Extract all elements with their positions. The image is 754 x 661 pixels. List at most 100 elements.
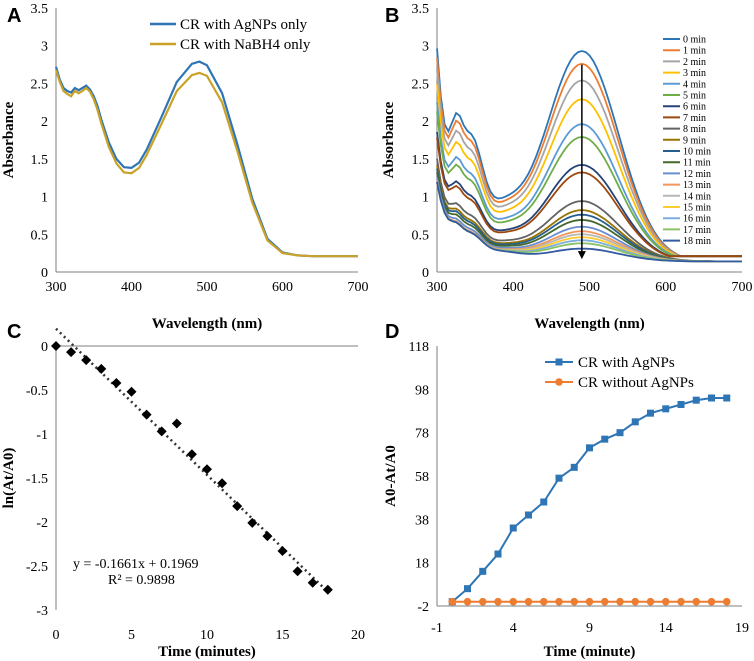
y-tick-label: 38 — [415, 513, 429, 528]
legend-label: 18 min — [683, 236, 711, 247]
y-tick-label: 2.5 — [412, 77, 430, 92]
data-point — [81, 355, 92, 366]
data-point — [186, 449, 197, 460]
data-point — [722, 597, 731, 606]
data-point — [662, 405, 670, 413]
data-point — [647, 409, 654, 417]
x-tick-label: 10 — [200, 628, 214, 643]
trendline-equation: y = -0.1661x + 0.1969 — [73, 557, 198, 572]
data-point — [478, 597, 487, 606]
data-point — [723, 394, 731, 402]
panel-letter: A — [7, 5, 21, 27]
panel-a-absorbance-chart: A 300 400 500 600 700 0 0.5 1 1.5 2 2.5 3 3.5 Waveleng… — [1, 2, 369, 332]
y-tick-label: 3 — [41, 40, 48, 55]
y-tick-label: -0.5 — [26, 384, 48, 399]
y-tick-label: 0 — [41, 266, 48, 281]
data-point — [51, 341, 61, 351]
x-tick-label: 700 — [348, 280, 369, 295]
data-point — [156, 426, 167, 437]
y-tick-label: 2.5 — [31, 77, 49, 92]
legend-label: 3 min — [683, 68, 706, 79]
x-axis-title: Wavelength (nm) — [534, 316, 644, 332]
series-line-nabh4 — [54, 69, 358, 258]
data-point — [601, 435, 609, 443]
y-tick-label: 18 — [415, 557, 429, 572]
data-point — [262, 531, 273, 542]
y-tick-label: -2 — [417, 600, 429, 615]
data-point — [247, 517, 258, 528]
x-tick-label: 700 — [732, 280, 753, 295]
data-point — [555, 597, 563, 606]
data-point — [126, 386, 137, 397]
y-tick-label: -2 — [36, 516, 48, 531]
panel-letter: C — [7, 321, 21, 343]
data-point — [509, 597, 518, 606]
r-squared-label: R² = 0.9898 — [108, 573, 175, 588]
legend-label: 13 min — [683, 180, 711, 191]
y-tick-label: 0 — [41, 340, 48, 355]
data-point — [555, 474, 563, 482]
x-tick-label: 4 — [510, 621, 517, 636]
y-tick-label: 1 — [41, 191, 48, 206]
legend-label: 5 min — [683, 91, 706, 102]
y-tick-label: 118 — [409, 340, 429, 355]
legend-label: 10 min — [683, 147, 711, 158]
legend-label: 9 min — [683, 135, 706, 146]
x-tick-label: 300 — [46, 280, 67, 295]
y-tick-label: -3 — [36, 604, 48, 619]
series-line-agnps — [54, 60, 358, 258]
data-point — [586, 444, 593, 452]
y-tick-label: 58 — [415, 470, 429, 485]
x-tick-label: 0 — [53, 628, 60, 643]
legend-label: 14 min — [683, 191, 711, 202]
data-point — [570, 597, 579, 606]
y-tick-label: 0.5 — [412, 228, 430, 243]
data-point — [66, 347, 77, 358]
legend-label: 11 min — [683, 158, 711, 169]
legend-label: CR with NaBH4 only — [180, 37, 311, 53]
legend-label: 6 min — [683, 102, 706, 113]
x-axis-title: Wavelength (nm) — [152, 316, 262, 332]
decrease-arrow-head — [577, 251, 586, 260]
legend-label: 15 min — [683, 203, 711, 214]
x-tick-label: 15 — [276, 628, 290, 643]
trendline — [55, 327, 329, 593]
series-line-0 — [451, 397, 727, 603]
y-tick-label: 3.5 — [412, 2, 430, 17]
legend-label: 2 min — [683, 57, 706, 68]
data-point — [525, 511, 532, 519]
x-tick-label: 600 — [272, 280, 293, 295]
x-tick-label: 600 — [655, 280, 676, 295]
data-point — [631, 418, 639, 426]
legend-label: 12 min — [683, 169, 711, 180]
data-point — [171, 418, 182, 429]
data-point — [646, 597, 655, 606]
data-point — [540, 498, 548, 506]
panel-letter: D — [385, 321, 399, 343]
y-tick-label: -1 — [36, 428, 48, 443]
panel-c-kinetics-chart: C 0 5 10 15 20 0 -0.5 -1 -1.5 -2 -2.5 -3 Time (minute… — [1, 321, 365, 660]
y-axis-title: ln(At/A0) — [1, 448, 17, 509]
data-point — [448, 597, 457, 606]
x-axis-title: Time (minute) — [544, 644, 636, 660]
data-point — [692, 396, 700, 404]
legend-label: 8 min — [683, 124, 706, 135]
data-point — [707, 597, 716, 606]
data-point — [322, 584, 333, 595]
legend-label: 0 min — [683, 35, 706, 46]
data-point — [539, 597, 548, 606]
panel-letter: B — [385, 5, 399, 27]
legend-label: CR without AgNPs — [578, 375, 694, 391]
legend-label: 17 min — [683, 225, 711, 236]
x-tick-label: -1 — [431, 621, 443, 636]
legend-label: 7 min — [683, 113, 706, 124]
x-tick-label: 400 — [503, 280, 524, 295]
x-tick-label: 400 — [121, 280, 142, 295]
data-point — [631, 597, 640, 606]
y-tick-label: 0 — [422, 266, 429, 281]
x-tick-label: 14 — [659, 621, 673, 636]
legend-label: CR with AgNPs — [578, 355, 675, 371]
x-tick-label: 20 — [351, 628, 365, 643]
panel-b-time-series-chart: B 300 400 500 600 700 0 0.5 1 1.5 2 2.5 3 3.5 Waveleng… — [381, 2, 753, 332]
data-point — [616, 597, 624, 606]
